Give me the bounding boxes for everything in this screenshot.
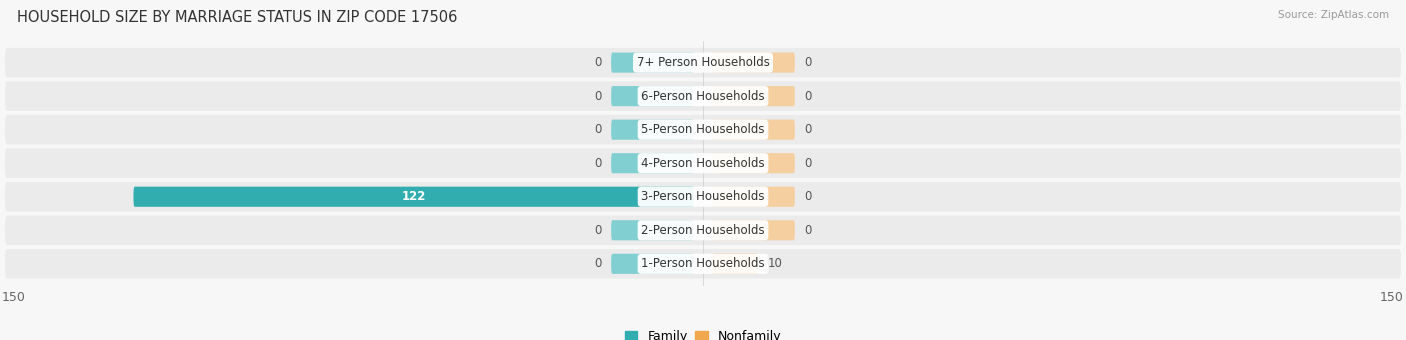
Text: 0: 0 [804, 90, 811, 103]
Text: 0: 0 [804, 123, 811, 136]
FancyBboxPatch shape [4, 81, 1402, 111]
Text: 0: 0 [595, 157, 602, 170]
Text: 6-Person Households: 6-Person Households [641, 90, 765, 103]
Text: 0: 0 [595, 257, 602, 270]
Text: 0: 0 [804, 190, 811, 203]
FancyBboxPatch shape [713, 153, 794, 173]
FancyBboxPatch shape [4, 48, 1402, 78]
FancyBboxPatch shape [713, 254, 758, 274]
FancyBboxPatch shape [713, 120, 794, 140]
FancyBboxPatch shape [4, 216, 1402, 245]
Text: 7+ Person Households: 7+ Person Households [637, 56, 769, 69]
Legend: Family, Nonfamily: Family, Nonfamily [620, 325, 786, 340]
FancyBboxPatch shape [612, 86, 693, 106]
FancyBboxPatch shape [4, 149, 1402, 178]
Text: 0: 0 [804, 56, 811, 69]
Text: 5-Person Households: 5-Person Households [641, 123, 765, 136]
FancyBboxPatch shape [713, 187, 794, 207]
Text: 0: 0 [595, 224, 602, 237]
Text: 122: 122 [402, 190, 426, 203]
FancyBboxPatch shape [4, 182, 1402, 211]
FancyBboxPatch shape [612, 153, 693, 173]
FancyBboxPatch shape [713, 220, 794, 240]
Text: 3-Person Households: 3-Person Households [641, 190, 765, 203]
Text: 0: 0 [595, 123, 602, 136]
Text: 0: 0 [595, 90, 602, 103]
FancyBboxPatch shape [612, 53, 693, 73]
Text: 1-Person Households: 1-Person Households [641, 257, 765, 270]
Text: 0: 0 [595, 56, 602, 69]
FancyBboxPatch shape [134, 187, 693, 207]
Text: 0: 0 [804, 224, 811, 237]
FancyBboxPatch shape [4, 249, 1402, 278]
FancyBboxPatch shape [4, 115, 1402, 144]
Text: 2-Person Households: 2-Person Households [641, 224, 765, 237]
FancyBboxPatch shape [713, 86, 794, 106]
FancyBboxPatch shape [713, 53, 794, 73]
Text: 0: 0 [804, 157, 811, 170]
Text: 4-Person Households: 4-Person Households [641, 157, 765, 170]
FancyBboxPatch shape [612, 120, 693, 140]
Text: HOUSEHOLD SIZE BY MARRIAGE STATUS IN ZIP CODE 17506: HOUSEHOLD SIZE BY MARRIAGE STATUS IN ZIP… [17, 10, 457, 25]
Text: 10: 10 [768, 257, 782, 270]
FancyBboxPatch shape [612, 220, 693, 240]
Text: Source: ZipAtlas.com: Source: ZipAtlas.com [1278, 10, 1389, 20]
FancyBboxPatch shape [612, 254, 693, 274]
